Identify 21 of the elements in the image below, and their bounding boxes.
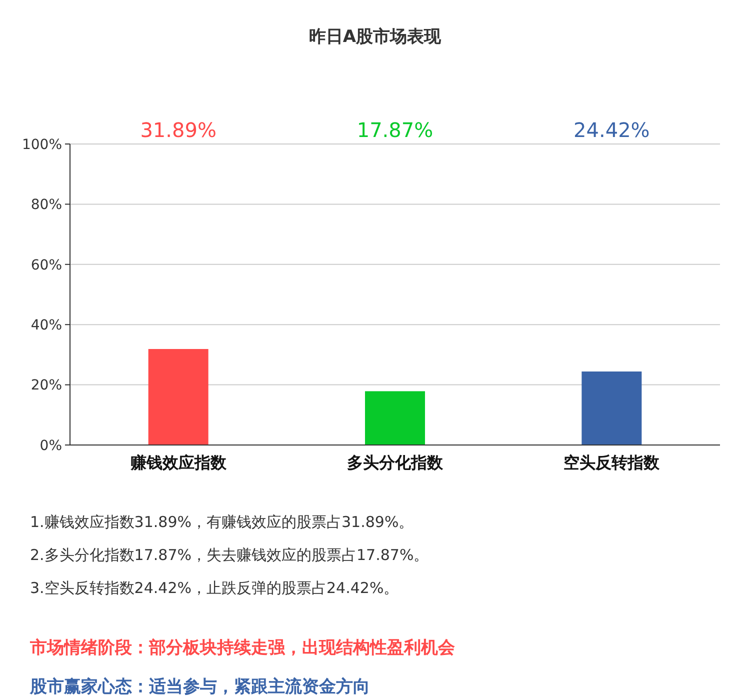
y-tick-label: 0% (40, 438, 62, 454)
bar (582, 371, 642, 445)
x-tick-label: 赚钱效应指数 (129, 453, 228, 472)
text: 股市赢家心态：适当参与，紧跟主流资金方向 (29, 677, 370, 697)
y-tick-label: 60% (30, 257, 62, 274)
y-tick-label: 40% (30, 318, 62, 334)
y-tick-label: 100% (22, 136, 62, 153)
text: 市场情绪阶段：部分板块持续走强，出现结构性盈利机会 (29, 638, 456, 658)
text: 31.89% (140, 118, 216, 142)
text: 3.空头反转指数24.42%，止跌反弹的股票占24.42%。 (30, 579, 399, 597)
chart-title: 昨日A股市场表现 (308, 27, 442, 47)
text: 17.87% (356, 118, 434, 142)
bar (148, 349, 208, 445)
text: 2.多头分化指数17.87%，失去赚钱效应的股票占17.87%。 (30, 546, 429, 564)
text: 24.42% (574, 118, 650, 142)
x-tick-label: 多头分化指数 (347, 453, 444, 472)
bar (365, 391, 425, 445)
text: 1.赚钱效应指数31.89%，有赚钱效应的股票占31.89%。 (30, 513, 414, 531)
x-tick-label: 空头反转指数 (564, 453, 661, 472)
y-tick-label: 80% (30, 197, 62, 214)
y-tick-label: 20% (30, 378, 62, 394)
